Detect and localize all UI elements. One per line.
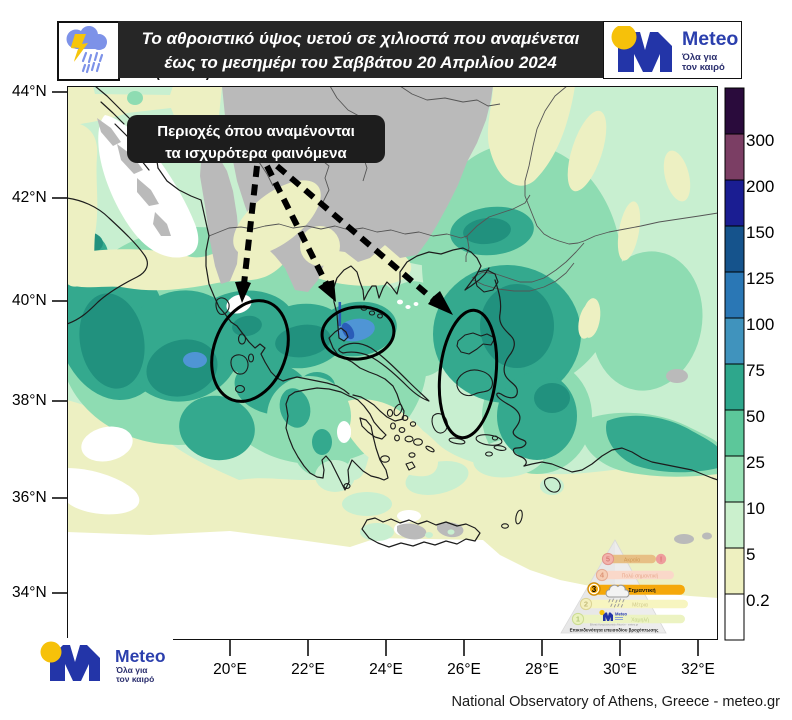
svg-text:Όλα για: Όλα για xyxy=(115,665,148,675)
svg-text:Όλα για: Όλα για xyxy=(681,52,717,63)
svg-text:Ακραία: Ακραία xyxy=(624,557,640,563)
svg-text:Μέτρια: Μέτρια xyxy=(632,601,648,608)
svg-text:Meteo: Meteo xyxy=(115,646,166,666)
svg-text:Εθνικό Αστεροσκοπείο Αθηνών -: Εθνικό Αστεροσκοπείο Αθηνών - meteo.gr xyxy=(590,623,638,627)
svg-text:2: 2 xyxy=(584,600,588,609)
svg-text:Χαμηλή: Χαμηλή xyxy=(631,616,649,623)
svg-text:Επικινδυνότητα επεισοδίου βροχ: Επικινδυνότητα επεισοδίου βροχόπτωσης xyxy=(570,628,659,633)
svg-text:3: 3 xyxy=(592,585,597,594)
svg-text:Σημαντική: Σημαντική xyxy=(628,588,656,594)
svg-text:1: 1 xyxy=(576,615,580,624)
svg-text:!: ! xyxy=(660,557,662,564)
svg-text:Meteo: Meteo xyxy=(682,28,738,50)
svg-text:4: 4 xyxy=(600,571,605,580)
svg-text:Πολύ σημαντική: Πολύ σημαντική xyxy=(622,572,659,579)
svg-text:Meteo: Meteo xyxy=(615,612,628,617)
svg-text:5: 5 xyxy=(606,555,610,564)
svg-text:τον καιρό: τον καιρό xyxy=(116,674,154,684)
svg-text:τον καιρό: τον καιρό xyxy=(682,62,725,73)
